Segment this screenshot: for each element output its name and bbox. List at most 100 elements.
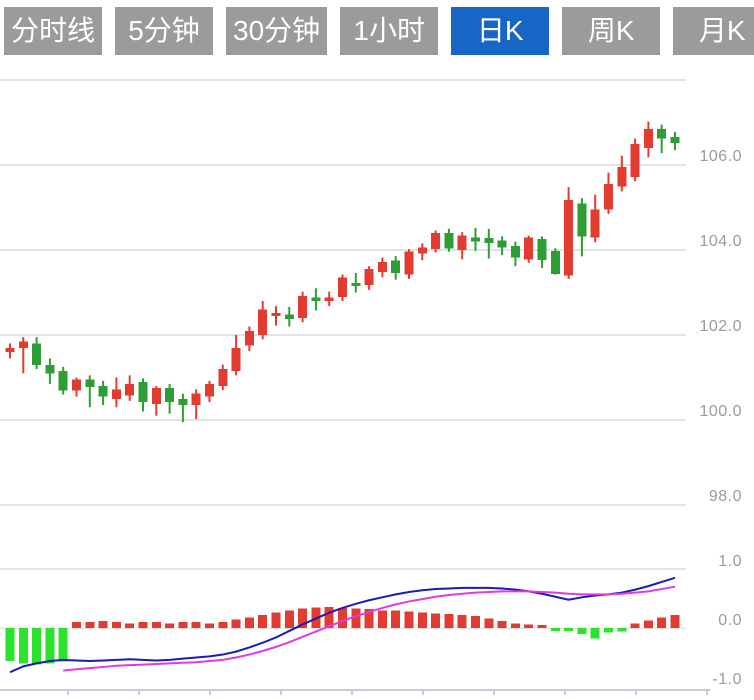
macd-bar-up: [630, 623, 640, 628]
macd-bar-up: [284, 610, 294, 628]
candle-body: [471, 237, 480, 242]
macd-bar-up: [191, 622, 201, 628]
candle-body: [577, 203, 587, 237]
candle-body: [338, 277, 347, 297]
macd-tick-label: 1.0: [718, 553, 742, 570]
candle-body: [643, 128, 653, 148]
tab-weekly-k[interactable]: 周K: [562, 7, 661, 55]
tab-1hour[interactable]: 1小时: [340, 7, 439, 55]
macd-bar-down: [617, 628, 627, 632]
macd-bar-up: [377, 610, 387, 628]
macd-bar-up: [391, 610, 401, 628]
candle-body: [404, 251, 414, 275]
candle-body: [391, 260, 401, 273]
macd-bar-up: [72, 622, 81, 628]
candle-body: [151, 388, 161, 404]
macd-bar-up: [404, 611, 414, 628]
candle-body: [497, 240, 507, 248]
macd-bar-up: [497, 620, 507, 628]
period-tabbar: 分时线 5分钟 30分钟 1小时 日K 周K 月K: [4, 7, 754, 55]
candle-body: [111, 389, 121, 399]
candle-body: [5, 347, 15, 352]
macd-bar-up: [444, 613, 454, 628]
candle-body: [138, 381, 148, 403]
candle-body: [417, 247, 427, 254]
macd-bar-up: [151, 622, 161, 628]
macd-bar-up: [351, 608, 361, 628]
dif-line: [9, 576, 676, 674]
macd-bar-up: [111, 622, 121, 628]
price-tick-label: 104.0: [699, 233, 742, 250]
candle-body: [604, 184, 613, 210]
macd-bar-up: [271, 612, 281, 628]
candle-body: [271, 312, 281, 316]
macd-bar-down: [577, 628, 587, 634]
macd-tick-label: 0.0: [718, 612, 742, 629]
candle-body: [218, 369, 228, 386]
macd-bar-down: [58, 628, 68, 662]
candle-body: [537, 238, 547, 261]
candle-body: [524, 237, 534, 260]
candle-body: [431, 233, 441, 250]
candle-body: [617, 167, 627, 187]
macd-tick-label: -1.0: [712, 671, 742, 688]
candle-body: [298, 295, 308, 318]
candle-body: [165, 388, 175, 403]
macd-bar-up: [657, 617, 667, 628]
candle-body: [45, 364, 55, 374]
candle-body: [657, 128, 667, 139]
macd-bar-down: [590, 628, 600, 639]
macd-bar-up: [524, 624, 534, 628]
candle-body: [58, 371, 68, 391]
price-tick-label: 106.0: [699, 148, 742, 165]
candle-body: [98, 386, 108, 397]
candle-body: [311, 297, 321, 301]
candle-body: [510, 245, 520, 258]
price-tick-label: 100.0: [699, 403, 742, 420]
macd-bar-up: [431, 613, 441, 628]
candle-body: [670, 136, 680, 143]
macd-bar-up: [244, 617, 254, 628]
macd-bar-up: [670, 615, 680, 628]
tab-timeline[interactable]: 分时线: [4, 7, 103, 55]
candle-body: [178, 398, 188, 406]
macd-bar-up: [457, 615, 467, 628]
price-tick-label: 98.0: [709, 488, 742, 505]
macd-bar-up: [417, 612, 427, 628]
tab-30min[interactable]: 30分钟: [226, 7, 328, 55]
candle-body: [351, 283, 361, 287]
candle-body: [590, 209, 600, 238]
tab-5min[interactable]: 5分钟: [115, 7, 214, 55]
macd-bar-up: [324, 606, 334, 628]
candle-body: [72, 379, 81, 391]
candle-body: [125, 383, 135, 396]
macd-bar-up: [178, 622, 188, 628]
macd-bar-down: [604, 628, 613, 633]
macd-bar-up: [364, 609, 374, 628]
candle-body: [444, 233, 454, 249]
macd-bar-down: [32, 628, 42, 665]
macd-bar-up: [338, 607, 347, 628]
candle-body: [630, 143, 640, 177]
macd-bar-up: [205, 623, 214, 628]
macd-bar-up: [98, 620, 108, 628]
macd-bar-up: [85, 622, 95, 628]
candle-body: [85, 379, 95, 387]
macd-bar-down: [5, 628, 15, 662]
candle-body: [205, 383, 214, 397]
macd-bar-up: [125, 623, 135, 628]
dea-line: [63, 585, 676, 672]
tab-monthly-k[interactable]: 月K: [673, 7, 754, 55]
tab-daily-k[interactable]: 日K: [451, 7, 550, 55]
candle-body: [377, 261, 387, 273]
macd-bar-down: [45, 628, 55, 664]
macd-bar-up: [138, 622, 148, 628]
candle-body: [244, 330, 254, 346]
macd-bar-up: [471, 616, 480, 628]
macd-bar-up: [643, 620, 653, 628]
candle-body: [324, 297, 334, 301]
candle-body: [550, 250, 560, 274]
candle-body: [564, 199, 574, 276]
